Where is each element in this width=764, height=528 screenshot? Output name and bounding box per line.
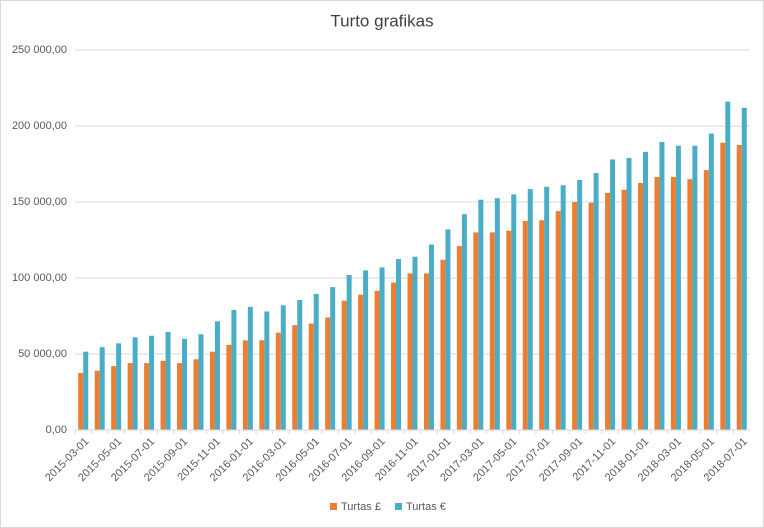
bar [741,107,747,430]
bar [621,189,627,430]
bar [363,270,369,430]
bar [708,133,714,430]
bar [572,202,578,430]
bar [539,220,545,430]
bar [654,176,660,430]
bar [330,287,336,430]
bar [423,273,429,430]
bar [396,259,402,430]
bar [379,267,385,430]
bar [132,337,138,430]
bar [292,325,298,430]
bar [165,331,171,430]
bar [144,363,150,430]
bar [111,366,117,430]
bar [313,293,319,430]
bar [605,192,611,430]
bar [670,176,676,430]
bar [242,340,248,430]
bar [177,363,183,430]
bar [231,309,237,430]
bar [687,179,693,430]
bar [391,282,397,430]
bar [83,351,89,430]
bar [675,145,681,430]
bar [412,256,418,430]
bar [214,321,220,430]
bar [522,221,528,430]
bar [78,373,84,430]
y-tick-label: 0,00 [46,424,67,436]
bar [560,185,566,430]
y-tick-label: 100 000,00 [12,272,67,284]
bar [116,343,122,430]
bar [720,142,726,430]
bar [506,230,512,430]
bar [325,317,331,430]
bar [659,141,665,430]
bar [297,300,303,430]
bar [642,151,648,430]
y-tick-label: 200 000,00 [12,120,67,132]
bar [94,370,100,430]
bar [226,344,232,430]
bar [280,305,286,430]
bar [473,232,479,430]
bar [149,335,155,430]
bar [160,360,166,430]
bar [445,229,451,430]
bar [341,300,347,430]
bar [511,194,517,430]
bar [374,290,380,430]
y-tick-label: 50 000,00 [18,348,67,360]
bar [346,274,352,430]
bar [725,101,731,431]
y-tick-label: 150 000,00 [12,196,67,208]
y-tick-label: 250 000,00 [12,44,67,56]
bar [692,145,698,430]
bar [593,173,599,430]
bar [428,244,434,430]
bar [456,246,462,430]
bar [259,340,265,430]
bar [461,214,467,430]
legend-label: Turtas £ [341,501,381,513]
bar [193,359,199,430]
bar [544,186,550,430]
bar [209,351,215,430]
bar [182,338,188,430]
legend-label: Turtas € [406,501,446,513]
bar [577,179,583,430]
legend-swatch [394,503,402,510]
bar [247,306,253,430]
bar [127,363,133,430]
bar [407,273,413,430]
bar [308,323,314,430]
bar [440,259,446,430]
bar [494,198,500,430]
bar [358,294,364,430]
bar [736,145,742,430]
bar [527,189,533,430]
bar [198,334,204,430]
bar [610,159,616,430]
bar [637,183,643,430]
bar [703,170,709,430]
bar [588,202,594,430]
bar [275,332,281,430]
legend-swatch [330,503,337,510]
bar [478,199,484,430]
bar [99,347,105,430]
bar [555,211,561,430]
bar [489,232,495,430]
bar [626,157,632,431]
chart-title: Turto grafikas [330,11,433,30]
bar [264,311,270,430]
